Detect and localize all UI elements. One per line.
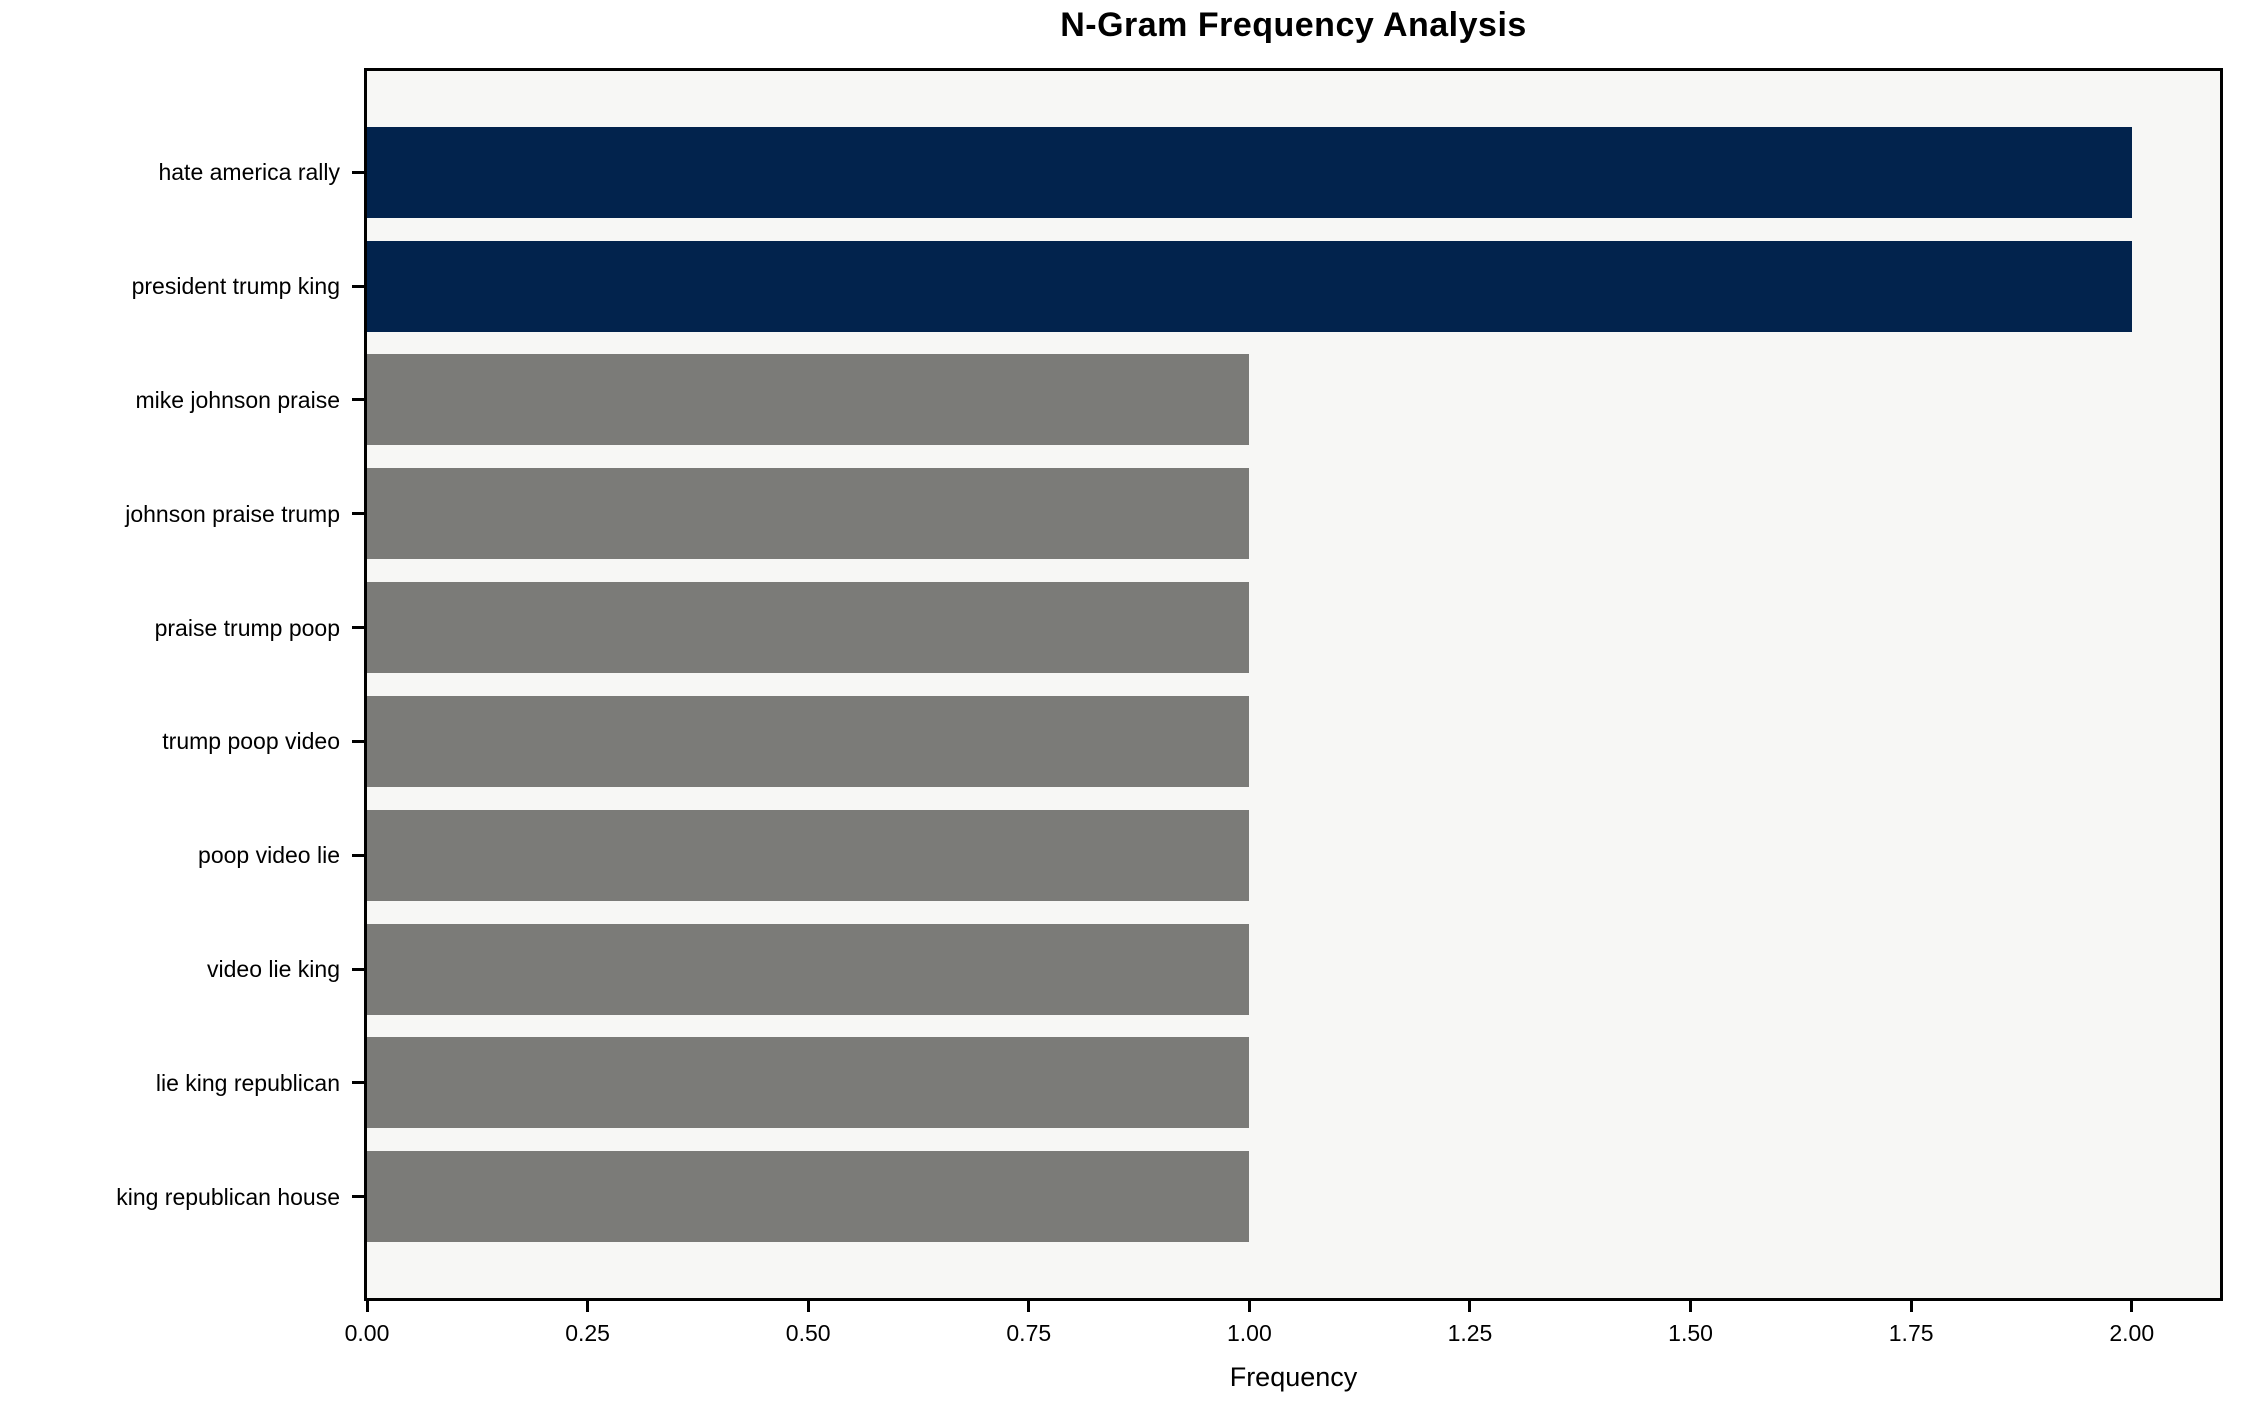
bar <box>367 354 1250 446</box>
y-tick-label: mike johnson praise <box>135 386 340 413</box>
x-tick-label: 1.50 <box>1668 1320 1713 1346</box>
bar <box>367 468 1250 560</box>
y-axis-tick-labels: hate america rally president trump king mi… <box>0 71 340 1298</box>
chart-title: N-Gram Frequency Analysis <box>1060 6 1527 44</box>
x-tick-label: 0.25 <box>565 1320 610 1346</box>
x-tick-label: 0.75 <box>1006 1320 1052 1346</box>
x-axis-title: Frequency <box>1229 1362 1358 1392</box>
x-tick-mark <box>586 1301 590 1312</box>
y-tick-mark <box>352 853 364 857</box>
y-tick-label: video lie king <box>207 956 340 983</box>
y-tick-label: johnson praise trump <box>125 500 340 527</box>
x-tick-mark <box>1909 1301 1913 1312</box>
plot-area <box>364 68 2223 1301</box>
y-tick-label: praise trump poop <box>154 614 340 641</box>
x-tick-label: 1.75 <box>1888 1320 1934 1346</box>
y-tick-mark <box>352 967 364 971</box>
x-tick-mark <box>1689 1301 1693 1312</box>
x-tick-mark <box>806 1301 810 1312</box>
bar <box>367 1037 1250 1129</box>
y-tick-mark <box>352 1081 364 1085</box>
y-tick-label: hate america rally <box>158 159 340 186</box>
x-tick-label: 0.50 <box>785 1320 831 1346</box>
x-tick-label: 0.00 <box>344 1320 390 1346</box>
x-tick-label: 2.00 <box>2109 1320 2155 1346</box>
y-tick-mark <box>352 170 364 174</box>
y-tick-mark <box>352 512 364 516</box>
bar <box>367 923 1250 1015</box>
bar <box>367 695 1250 787</box>
y-tick-label: president trump king <box>131 273 340 300</box>
bars-layer <box>367 71 2220 1298</box>
x-tick-mark <box>1247 1301 1251 1312</box>
bar <box>367 126 2132 218</box>
x-tick-mark <box>1027 1301 1031 1312</box>
y-tick-mark <box>352 626 364 630</box>
y-tick-label: lie king republican <box>155 1069 340 1096</box>
y-tick-label: poop video lie <box>198 842 340 869</box>
y-tick-label: king republican house <box>116 1183 340 1210</box>
x-tick-mark <box>1468 1301 1472 1312</box>
bar <box>367 1151 1250 1243</box>
x-tick-label: 1.00 <box>1226 1320 1272 1346</box>
y-tick-label: trump poop video <box>162 728 340 755</box>
y-tick-mark <box>352 398 364 402</box>
y-tick-mark <box>352 739 364 743</box>
y-tick-mark <box>352 284 364 288</box>
x-tick-mark <box>365 1301 369 1312</box>
bar <box>367 809 1250 901</box>
x-tick-mark <box>2130 1301 2134 1312</box>
bar <box>367 240 2132 332</box>
bar <box>367 582 1250 674</box>
y-tick-mark <box>352 1195 364 1199</box>
x-tick-label: 1.25 <box>1447 1320 1493 1346</box>
